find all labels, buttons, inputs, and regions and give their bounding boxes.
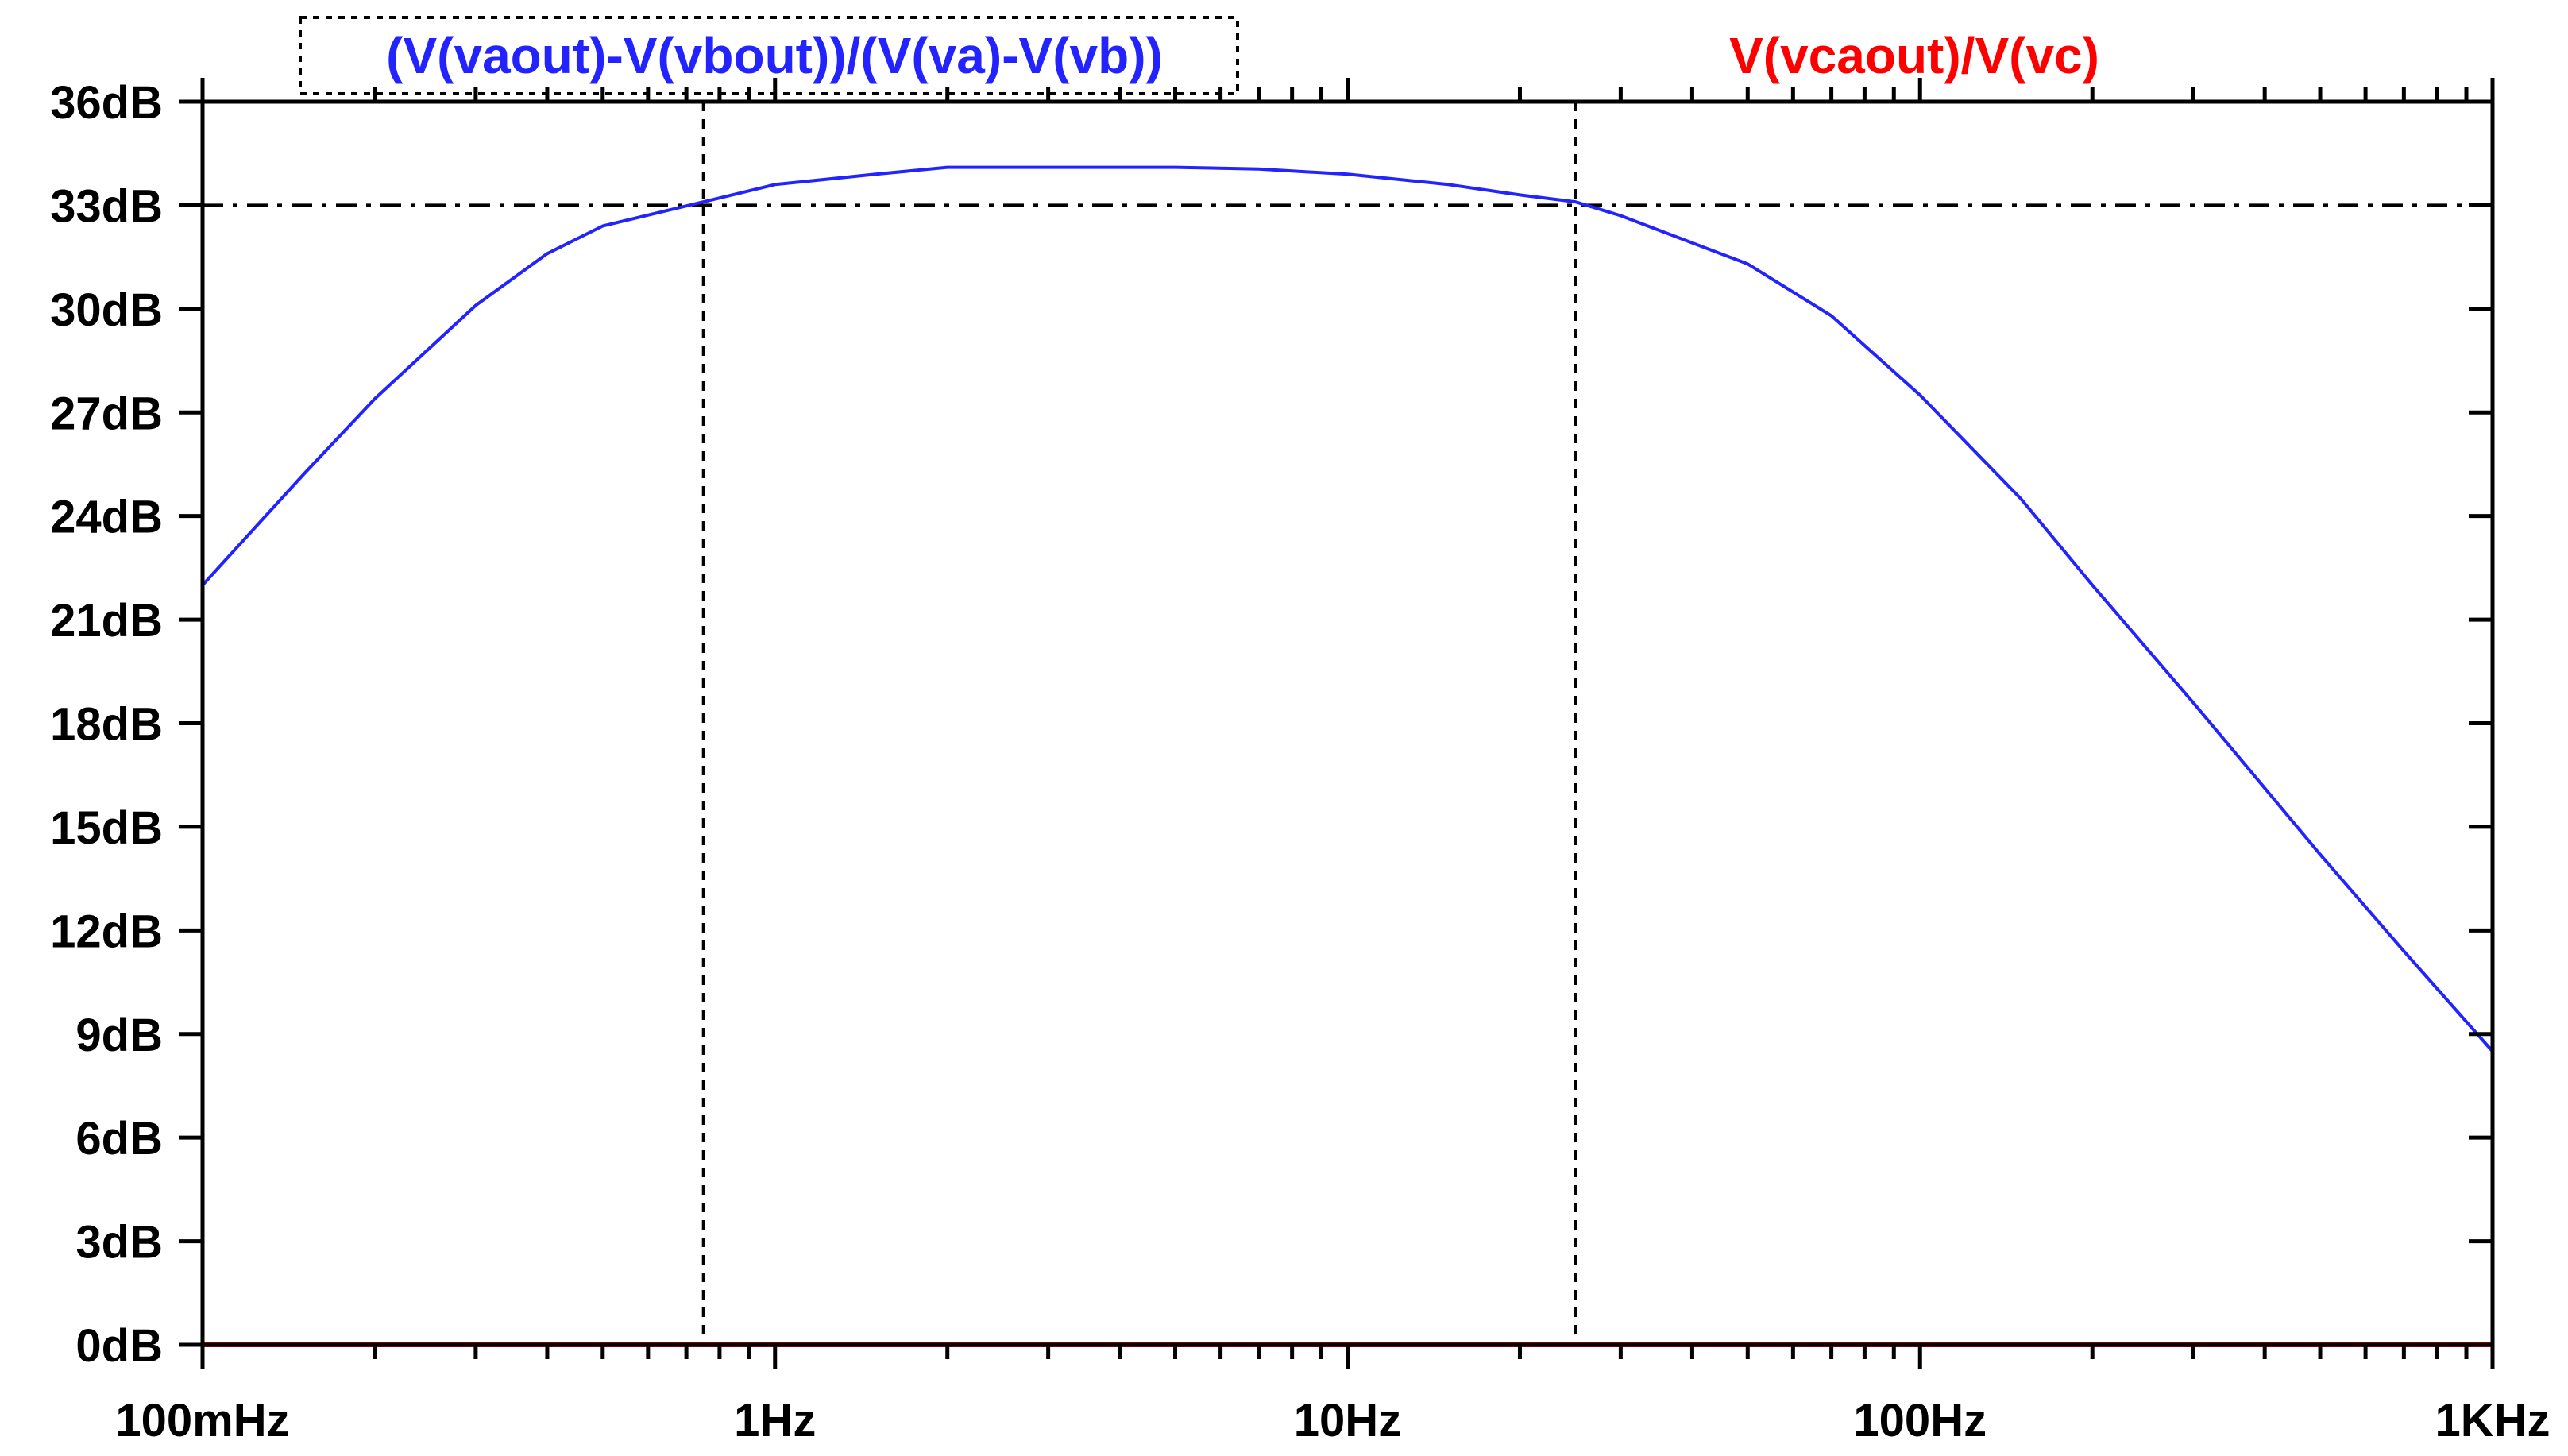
y-tick-label: 33dB [50, 180, 163, 232]
y-tick-label: 27dB [50, 388, 163, 439]
cursor-layer [203, 102, 2493, 1345]
y-tick-label: 36dB [50, 77, 163, 129]
y-tick-label: 24dB [50, 492, 163, 543]
x-tick-label: 100mHz [115, 1395, 289, 1446]
x-tick-label: 1Hz [734, 1395, 816, 1446]
legend-selection-box [299, 16, 1239, 95]
y-tick-label: 9dB [75, 1010, 163, 1061]
x-tick-label: 1KHz [2435, 1395, 2550, 1446]
plot-frame [200, 99, 2495, 1347]
y-tick-label: 15dB [50, 802, 163, 854]
x-tick-label: 100Hz [1853, 1395, 1987, 1446]
legend-entry-differential-gain[interactable]: (V(vaout)-V(vbout))/(V(va)-V(vb)) [386, 27, 1163, 84]
series-line-1 [201, 165, 2494, 1052]
x-axis-ticks: 100mHz 1Hz 10Hz 100Hz 1KHz [115, 78, 2551, 1446]
series-layer [201, 165, 2494, 1347]
y-tick-label: 0dB [75, 1320, 163, 1372]
y-tick-label: 6dB [75, 1113, 163, 1164]
y-axis-ticks: 0dB 3dB 6dB 9dB 12dB 15dB 18dB 21dB 24dB 27dB 30dB… [50, 77, 2493, 1372]
y-tick-label: 18dB [50, 699, 163, 751]
legend: (V(vaout)-V(vbout))/(V(va)-V(vb)) V(vcao… [299, 16, 2099, 95]
y-tick-label: 12dB [50, 906, 163, 957]
y-tick-label: 3dB [75, 1217, 163, 1269]
legend-entry-common-mode-gain[interactable]: V(vcaout)/V(vc) [1729, 27, 2099, 84]
y-tick-label: 21dB [50, 595, 163, 647]
x-tick-label: 10Hz [1294, 1395, 1401, 1446]
y-tick-label: 30dB [50, 284, 163, 336]
